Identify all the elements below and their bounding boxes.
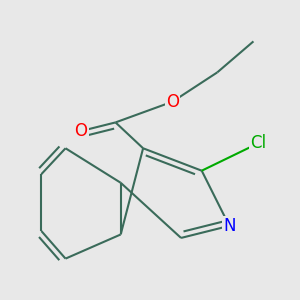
Text: O: O: [166, 93, 179, 111]
Text: Cl: Cl: [250, 134, 267, 152]
Text: O: O: [74, 122, 88, 140]
Text: N: N: [223, 217, 236, 235]
